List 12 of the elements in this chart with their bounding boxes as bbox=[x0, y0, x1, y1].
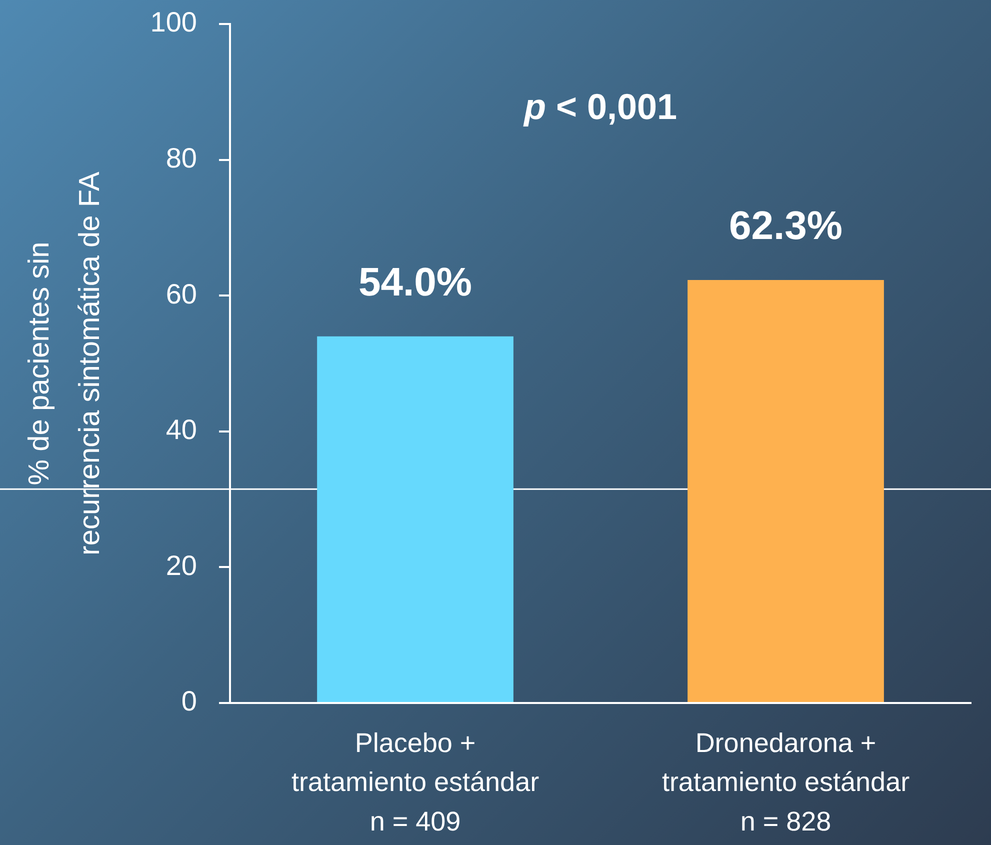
x-tick-label: Dronedarona + tratamiento estándar n = 828 bbox=[662, 728, 910, 836]
y-tick-label: 20 bbox=[166, 550, 197, 581]
data-label: 62.3% bbox=[729, 204, 842, 248]
annotation: p < 0,001 bbox=[522, 86, 678, 128]
y-tick-label: 80 bbox=[166, 142, 197, 174]
y-tick-label: 40 bbox=[166, 414, 197, 446]
y-axis-title: % de pacientes sin recurrencia sintomática de FA bbox=[23, 171, 106, 556]
x-tick-label: Placebo + tratamiento estándar n = 409 bbox=[291, 728, 540, 836]
y-tick-label: 60 bbox=[166, 278, 197, 310]
data-label: 54.0% bbox=[358, 260, 472, 304]
y-tick-label: 100 bbox=[150, 6, 197, 38]
y-tick-label: 0 bbox=[181, 686, 197, 717]
